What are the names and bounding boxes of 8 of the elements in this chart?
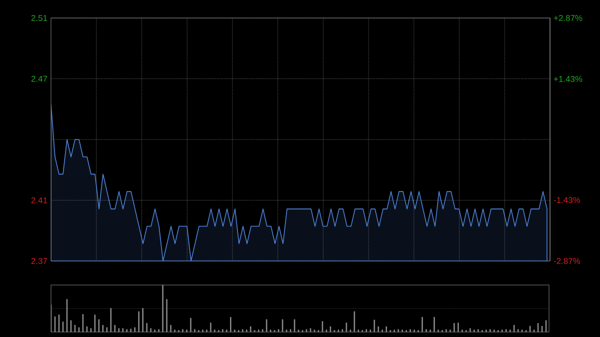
y2-tick-label: -1.43%	[554, 197, 580, 204]
y2-tick-label: +2.87%	[554, 15, 582, 21]
y2-tick-label: +1.43%	[554, 76, 582, 82]
y-tick-label: 2.47	[31, 76, 48, 82]
y2-tick-label: -2.87%	[554, 258, 580, 264]
y-tick-label: 2.41	[31, 197, 48, 204]
y-tick-label: 2.37	[31, 258, 48, 264]
y-tick-label: 2.51	[31, 15, 48, 21]
